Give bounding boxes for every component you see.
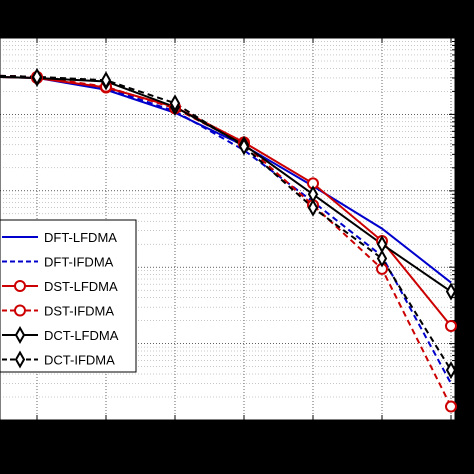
legend-label: DST-IFDMA [44,304,114,319]
legend-box [0,219,137,373]
series-line-dct-ifdma [0,74,452,371]
legend-label: DFT-IFDMA [44,255,114,270]
legend-marker-dst-ifdma [14,304,26,317]
data-point-dst-lfdma [445,319,457,332]
data-point-dct-ifdma [100,71,112,90]
data-point-dct-ifdma [445,361,457,380]
data-point-dct-ifdma [307,198,319,217]
data-point-dct-ifdma [169,94,181,113]
data-point-dct-ifdma [376,249,388,268]
legend-label: DCT-LFDMA [44,328,119,343]
legend-label: DST-LFDMA [44,279,118,294]
legend-marker-dst-lfdma [14,280,26,292]
data-point-dct-lfdma [445,282,457,301]
series-markers [31,67,457,413]
legend: DFT-LFDMA DFT-IFDMA DST-LFDMA DST-IFDMA DCT-… [0,219,137,373]
series-line-dst-lfdma [0,75,452,327]
legend-marker-dct-lfdma [14,325,26,345]
legend-label: DCT-IFDMA [44,353,115,368]
data-point-dst-ifdma [445,400,457,413]
series-lines [0,74,452,407]
legend-marker-dct-ifdma [14,350,26,369]
legend-label: DFT-LFDMA [44,230,117,245]
data-point-dct-ifdma [238,137,250,156]
data-point-dct-ifdma [31,67,43,86]
